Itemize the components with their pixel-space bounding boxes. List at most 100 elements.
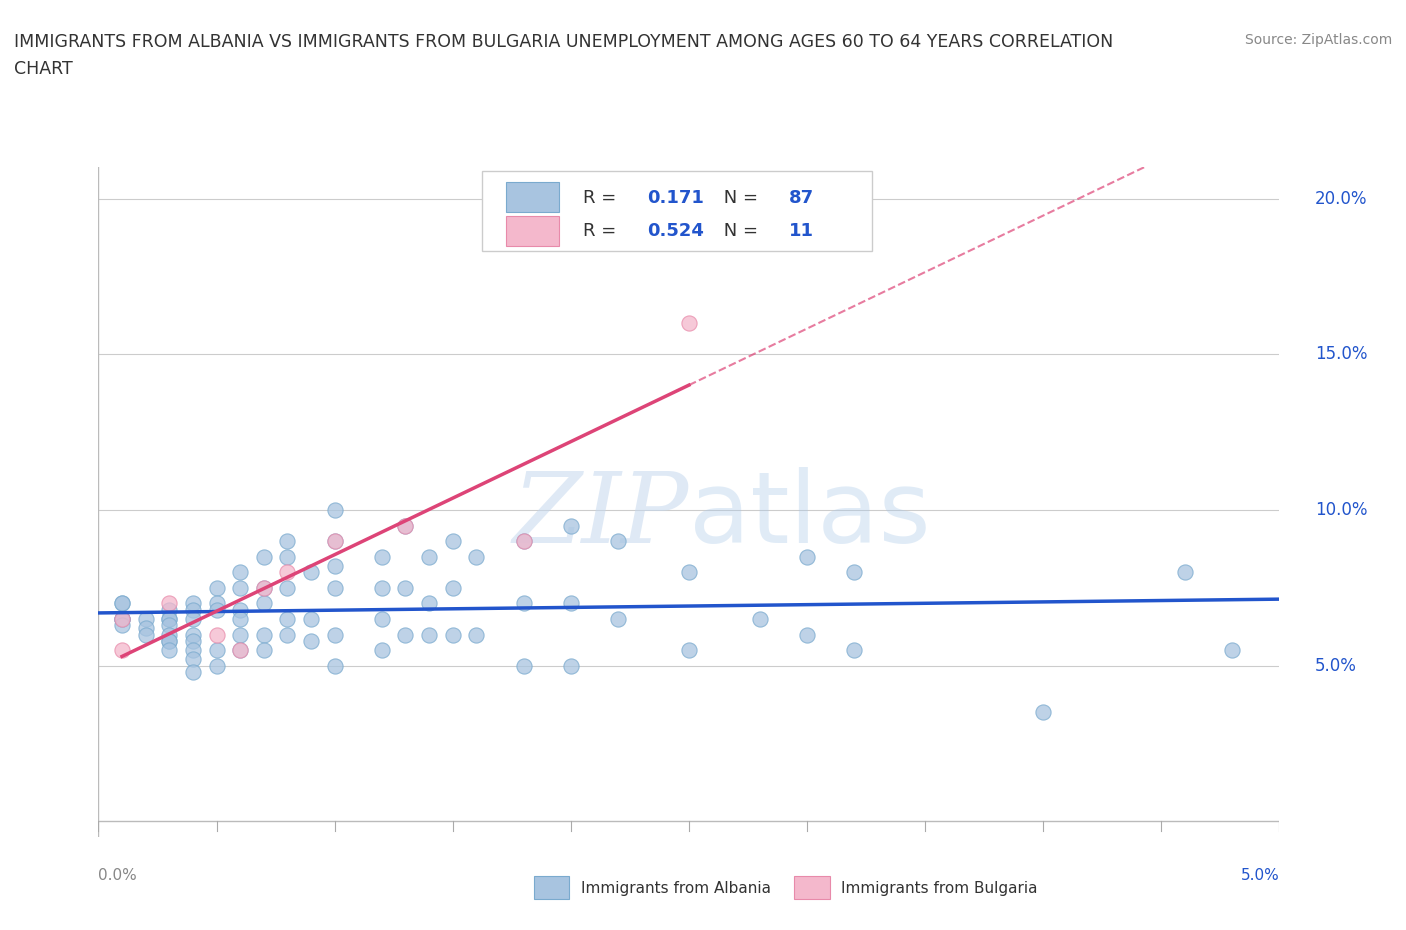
Point	[276, 580, 298, 595]
Point	[276, 627, 298, 642]
Text: R =: R =	[582, 189, 621, 206]
Text: N =: N =	[718, 222, 765, 240]
FancyBboxPatch shape	[794, 876, 830, 899]
Point	[253, 596, 276, 611]
Point	[181, 612, 204, 627]
Text: 0.0%: 0.0%	[98, 868, 138, 884]
Point	[323, 534, 346, 549]
Point	[157, 633, 180, 648]
Point	[796, 550, 818, 565]
Point	[371, 580, 394, 595]
Text: Source: ZipAtlas.com: Source: ZipAtlas.com	[1244, 33, 1392, 46]
Point	[205, 580, 228, 595]
Point	[181, 603, 204, 618]
Point	[253, 580, 276, 595]
Point	[678, 565, 700, 579]
Point	[607, 534, 630, 549]
FancyBboxPatch shape	[506, 182, 560, 212]
Text: CHART: CHART	[14, 60, 73, 78]
Text: 20.0%: 20.0%	[1315, 190, 1368, 207]
Point	[371, 643, 394, 658]
Point	[111, 643, 134, 658]
Point	[796, 627, 818, 642]
Point	[229, 565, 252, 579]
Point	[1032, 705, 1054, 720]
Point	[276, 534, 298, 549]
Text: 15.0%: 15.0%	[1315, 345, 1368, 364]
Point	[323, 534, 346, 549]
Point	[181, 633, 204, 648]
Point	[512, 534, 534, 549]
Point	[111, 612, 134, 627]
Point	[560, 658, 582, 673]
Point	[323, 627, 346, 642]
Point	[205, 658, 228, 673]
Point	[844, 565, 866, 579]
Point	[157, 603, 180, 618]
Point	[157, 633, 180, 648]
Point	[323, 502, 346, 517]
Point	[229, 627, 252, 642]
Point	[253, 550, 276, 565]
Point	[560, 596, 582, 611]
Point	[229, 643, 252, 658]
Text: ZIP: ZIP	[513, 468, 689, 564]
Text: Immigrants from Albania: Immigrants from Albania	[581, 881, 770, 896]
Point	[276, 612, 298, 627]
Point	[253, 643, 276, 658]
Point	[135, 621, 157, 636]
Text: 11: 11	[789, 222, 814, 240]
Point	[560, 518, 582, 533]
Point	[323, 559, 346, 574]
Point	[181, 665, 204, 680]
FancyBboxPatch shape	[534, 876, 569, 899]
Point	[229, 603, 252, 618]
Point	[418, 627, 440, 642]
Point	[607, 612, 630, 627]
Point	[512, 658, 534, 673]
Point	[512, 534, 534, 549]
Point	[135, 612, 157, 627]
Text: 0.524: 0.524	[648, 222, 704, 240]
Point	[394, 518, 416, 533]
Point	[157, 627, 180, 642]
Point	[371, 550, 394, 565]
Point	[181, 596, 204, 611]
Point	[678, 643, 700, 658]
Point	[394, 627, 416, 642]
Text: R =: R =	[582, 222, 621, 240]
Text: 87: 87	[789, 189, 814, 206]
Point	[229, 580, 252, 595]
Point	[111, 612, 134, 627]
Point	[748, 612, 770, 627]
Point	[299, 633, 322, 648]
Point	[371, 612, 394, 627]
Text: IMMIGRANTS FROM ALBANIA VS IMMIGRANTS FROM BULGARIA UNEMPLOYMENT AMONG AGES 60 T: IMMIGRANTS FROM ALBANIA VS IMMIGRANTS FR…	[14, 33, 1114, 50]
Point	[253, 580, 276, 595]
Point	[181, 627, 204, 642]
Text: 0.171: 0.171	[648, 189, 704, 206]
Point	[111, 618, 134, 632]
Point	[111, 612, 134, 627]
Point	[394, 580, 416, 595]
Point	[441, 534, 464, 549]
Point	[205, 627, 228, 642]
Point	[1174, 565, 1197, 579]
Text: 5.0%: 5.0%	[1315, 657, 1357, 674]
Point	[157, 643, 180, 658]
Point	[323, 658, 346, 673]
Point	[157, 612, 180, 627]
Point	[418, 550, 440, 565]
Point	[157, 612, 180, 627]
Point	[394, 518, 416, 533]
Point	[229, 612, 252, 627]
Point	[253, 627, 276, 642]
Point	[441, 627, 464, 642]
Point	[844, 643, 866, 658]
Point	[135, 627, 157, 642]
Text: N =: N =	[718, 189, 765, 206]
Point	[205, 596, 228, 611]
Point	[111, 596, 134, 611]
Point	[276, 550, 298, 565]
Text: atlas: atlas	[689, 467, 931, 565]
